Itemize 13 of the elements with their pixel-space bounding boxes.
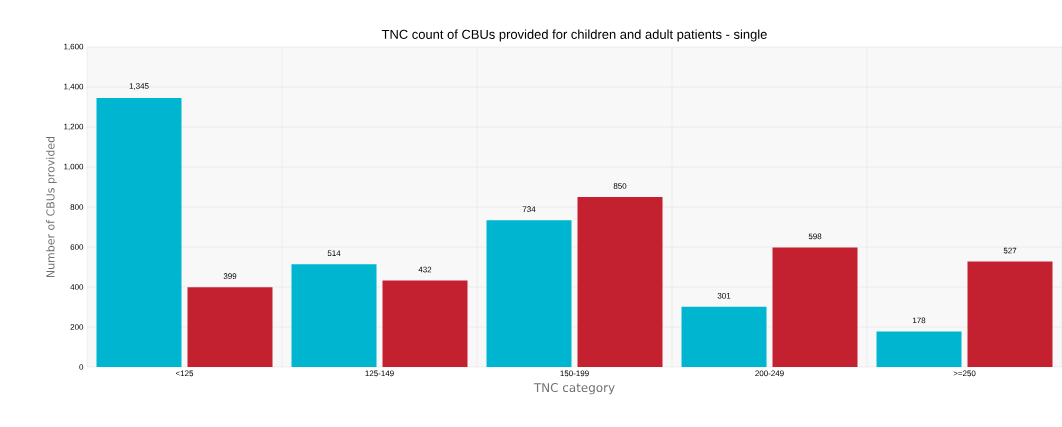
y-axis-title: Number of CBUs provided <box>46 136 57 277</box>
bar <box>187 287 273 367</box>
bar <box>96 98 182 367</box>
bar <box>382 280 468 367</box>
x-axis-title: TNC category <box>533 383 615 395</box>
bar <box>772 247 858 367</box>
bar <box>577 197 663 367</box>
bar <box>876 331 962 367</box>
chart-title: TNC count of CBUs provided for children and adult patients - single <box>381 29 767 42</box>
bar <box>681 306 767 367</box>
bar <box>486 220 572 367</box>
bar <box>291 264 377 367</box>
bar <box>967 261 1053 367</box>
